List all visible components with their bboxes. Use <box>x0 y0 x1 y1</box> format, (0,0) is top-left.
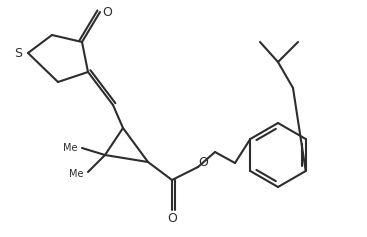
Text: O: O <box>102 5 112 18</box>
Text: O: O <box>198 156 208 169</box>
Text: O: O <box>167 211 177 224</box>
Text: Me: Me <box>69 169 83 179</box>
Text: Me: Me <box>63 143 77 153</box>
Text: S: S <box>14 46 22 59</box>
